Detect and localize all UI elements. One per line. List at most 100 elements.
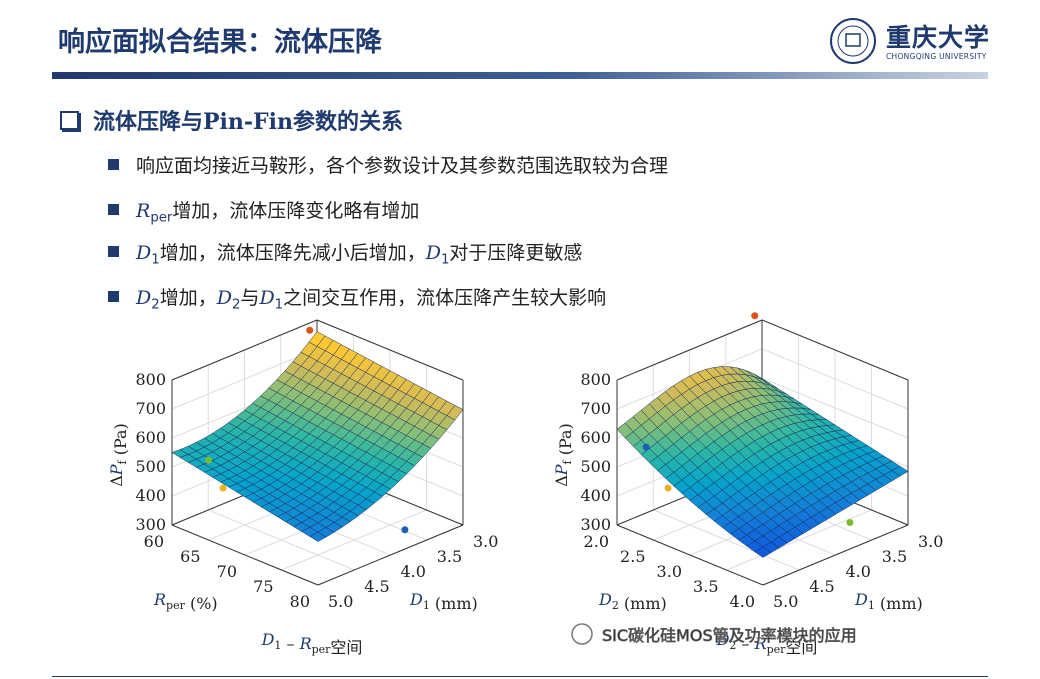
x-tick-label: 4.0 (730, 592, 755, 611)
text: 空间 (330, 638, 362, 657)
text: (Pa) (111, 423, 130, 460)
heading-text: 流体压降与Pin-Fin参数的关系 (93, 109, 403, 135)
bullet: 响应面均接近马鞍形，各个参数设计及其参数范围选取较为合理 (108, 151, 668, 178)
text: 增加， (159, 287, 217, 309)
z-tick-label: 300 (135, 515, 166, 534)
text: (mm) (619, 594, 667, 613)
slide-title: 响应面拟合结果：流体压降 (58, 27, 382, 58)
text: 增加，流体压降变化略有增加 (172, 200, 420, 222)
bullet: D1增加，流体压降先减小后增加，D1对于压降更敏感 (108, 238, 582, 268)
variable: D (216, 287, 232, 309)
axis-label: Rper (%) (153, 590, 218, 613)
text: – (736, 634, 754, 653)
variable: P (107, 464, 126, 476)
axis-box (171, 319, 318, 381)
z-tick-label: 500 (580, 457, 611, 476)
subscript: per (150, 210, 173, 226)
bullet-square (108, 159, 119, 170)
y-tick-label: 3.0 (918, 532, 943, 551)
text: Δ (552, 475, 571, 487)
axis-label: D1 – Rper空间 (261, 630, 363, 657)
text: 之间交互作用，流体压降产生较大影响 (283, 287, 607, 309)
y-tick-label: 4.0 (846, 562, 871, 581)
grid-line (653, 509, 800, 571)
y-tick-label: 3.0 (473, 532, 498, 551)
bottom-rule (52, 676, 988, 677)
z-tick-label: 700 (135, 399, 166, 418)
bullet-square (108, 291, 119, 302)
subscript: 1 (423, 599, 430, 612)
variable: P (552, 464, 571, 476)
section-heading: 流体压降与Pin-Fin参数的关系 (60, 104, 403, 136)
subscript: f (116, 459, 129, 464)
axis-box (616, 319, 763, 381)
sample-point (401, 526, 409, 534)
bullet-square (108, 246, 119, 257)
subscript: 2 (151, 297, 160, 313)
x-tick-label: 80 (290, 592, 310, 611)
text: Δ (107, 475, 126, 487)
subscript: 2 (612, 599, 619, 612)
sample-point (751, 312, 759, 320)
z-tick-label: 400 (135, 486, 166, 505)
logo-subtext: CHONGQING UNIVERSITY (886, 52, 987, 61)
subscript: 1 (274, 297, 284, 313)
variable: D (425, 242, 441, 264)
axis-box (761, 319, 909, 381)
axis-line (762, 524, 909, 586)
y-tick-label: 3.5 (437, 547, 462, 566)
subscript: 1 (868, 599, 875, 612)
z-tick-label: 800 (580, 370, 611, 389)
logo-emblem (830, 18, 876, 64)
z-tick-label: 600 (135, 428, 166, 447)
text: (Pa) (556, 423, 575, 460)
sample-point (846, 519, 854, 526)
title-bar (52, 72, 988, 79)
variable: D (409, 590, 423, 609)
subscript: 1 (151, 252, 160, 268)
sample-point (664, 484, 672, 492)
x-tick-label: 70 (217, 562, 237, 581)
axis-line (616, 524, 764, 586)
logo-text: 重庆大学 (886, 23, 991, 52)
z-tick-label: 400 (580, 486, 611, 505)
variable: R (136, 200, 151, 222)
y-tick-label: 5.0 (328, 592, 353, 611)
text: 响应面均接近马鞍形，各个参数设计及其参数范围选取较为合理 (136, 155, 669, 177)
variable: D (598, 590, 612, 609)
logo: 重庆大学 CHONGQING UNIVERSITY (828, 16, 998, 66)
z-tick-label: 500 (135, 457, 166, 476)
x-tick-label: 60 (144, 532, 164, 551)
z-tick-label: 600 (580, 428, 611, 447)
text: 与 (240, 287, 260, 309)
variable: D (261, 630, 275, 649)
variable: R (299, 634, 312, 653)
subscript: 1 (274, 639, 281, 652)
x-tick-label: 65 (180, 547, 200, 566)
text: – (281, 634, 299, 653)
variable: D (716, 630, 730, 649)
text: 增加，流体压降先减小后增加， (159, 242, 426, 264)
x-tick-label: 2.0 (584, 532, 609, 551)
y-tick-label: 3.5 (882, 547, 907, 566)
axis-label: D2 (mm) (598, 590, 667, 613)
y-tick-label: 4.5 (364, 577, 389, 596)
text: 空间 (785, 638, 817, 657)
text: (%) (185, 594, 218, 613)
text: 对于压降更敏感 (449, 242, 583, 264)
y-tick-label: 5.0 (773, 592, 798, 611)
watermark: SIC碳化硅MOS管及功率模块的应用 (602, 626, 857, 645)
subscript: per (767, 643, 787, 656)
axis-label: D1 (mm) (409, 590, 478, 613)
subscript: f (561, 459, 574, 464)
sample-point (306, 326, 314, 334)
y-tick-label: 4.0 (401, 562, 426, 581)
y-tick-label: 4.5 (809, 577, 834, 596)
grid-line (208, 509, 355, 571)
variable: D (136, 242, 152, 264)
axis-label: ΔPf (Pa) (107, 423, 130, 487)
x-tick-label: 75 (253, 577, 273, 596)
sample-point (642, 443, 650, 451)
variable: D (259, 287, 275, 309)
